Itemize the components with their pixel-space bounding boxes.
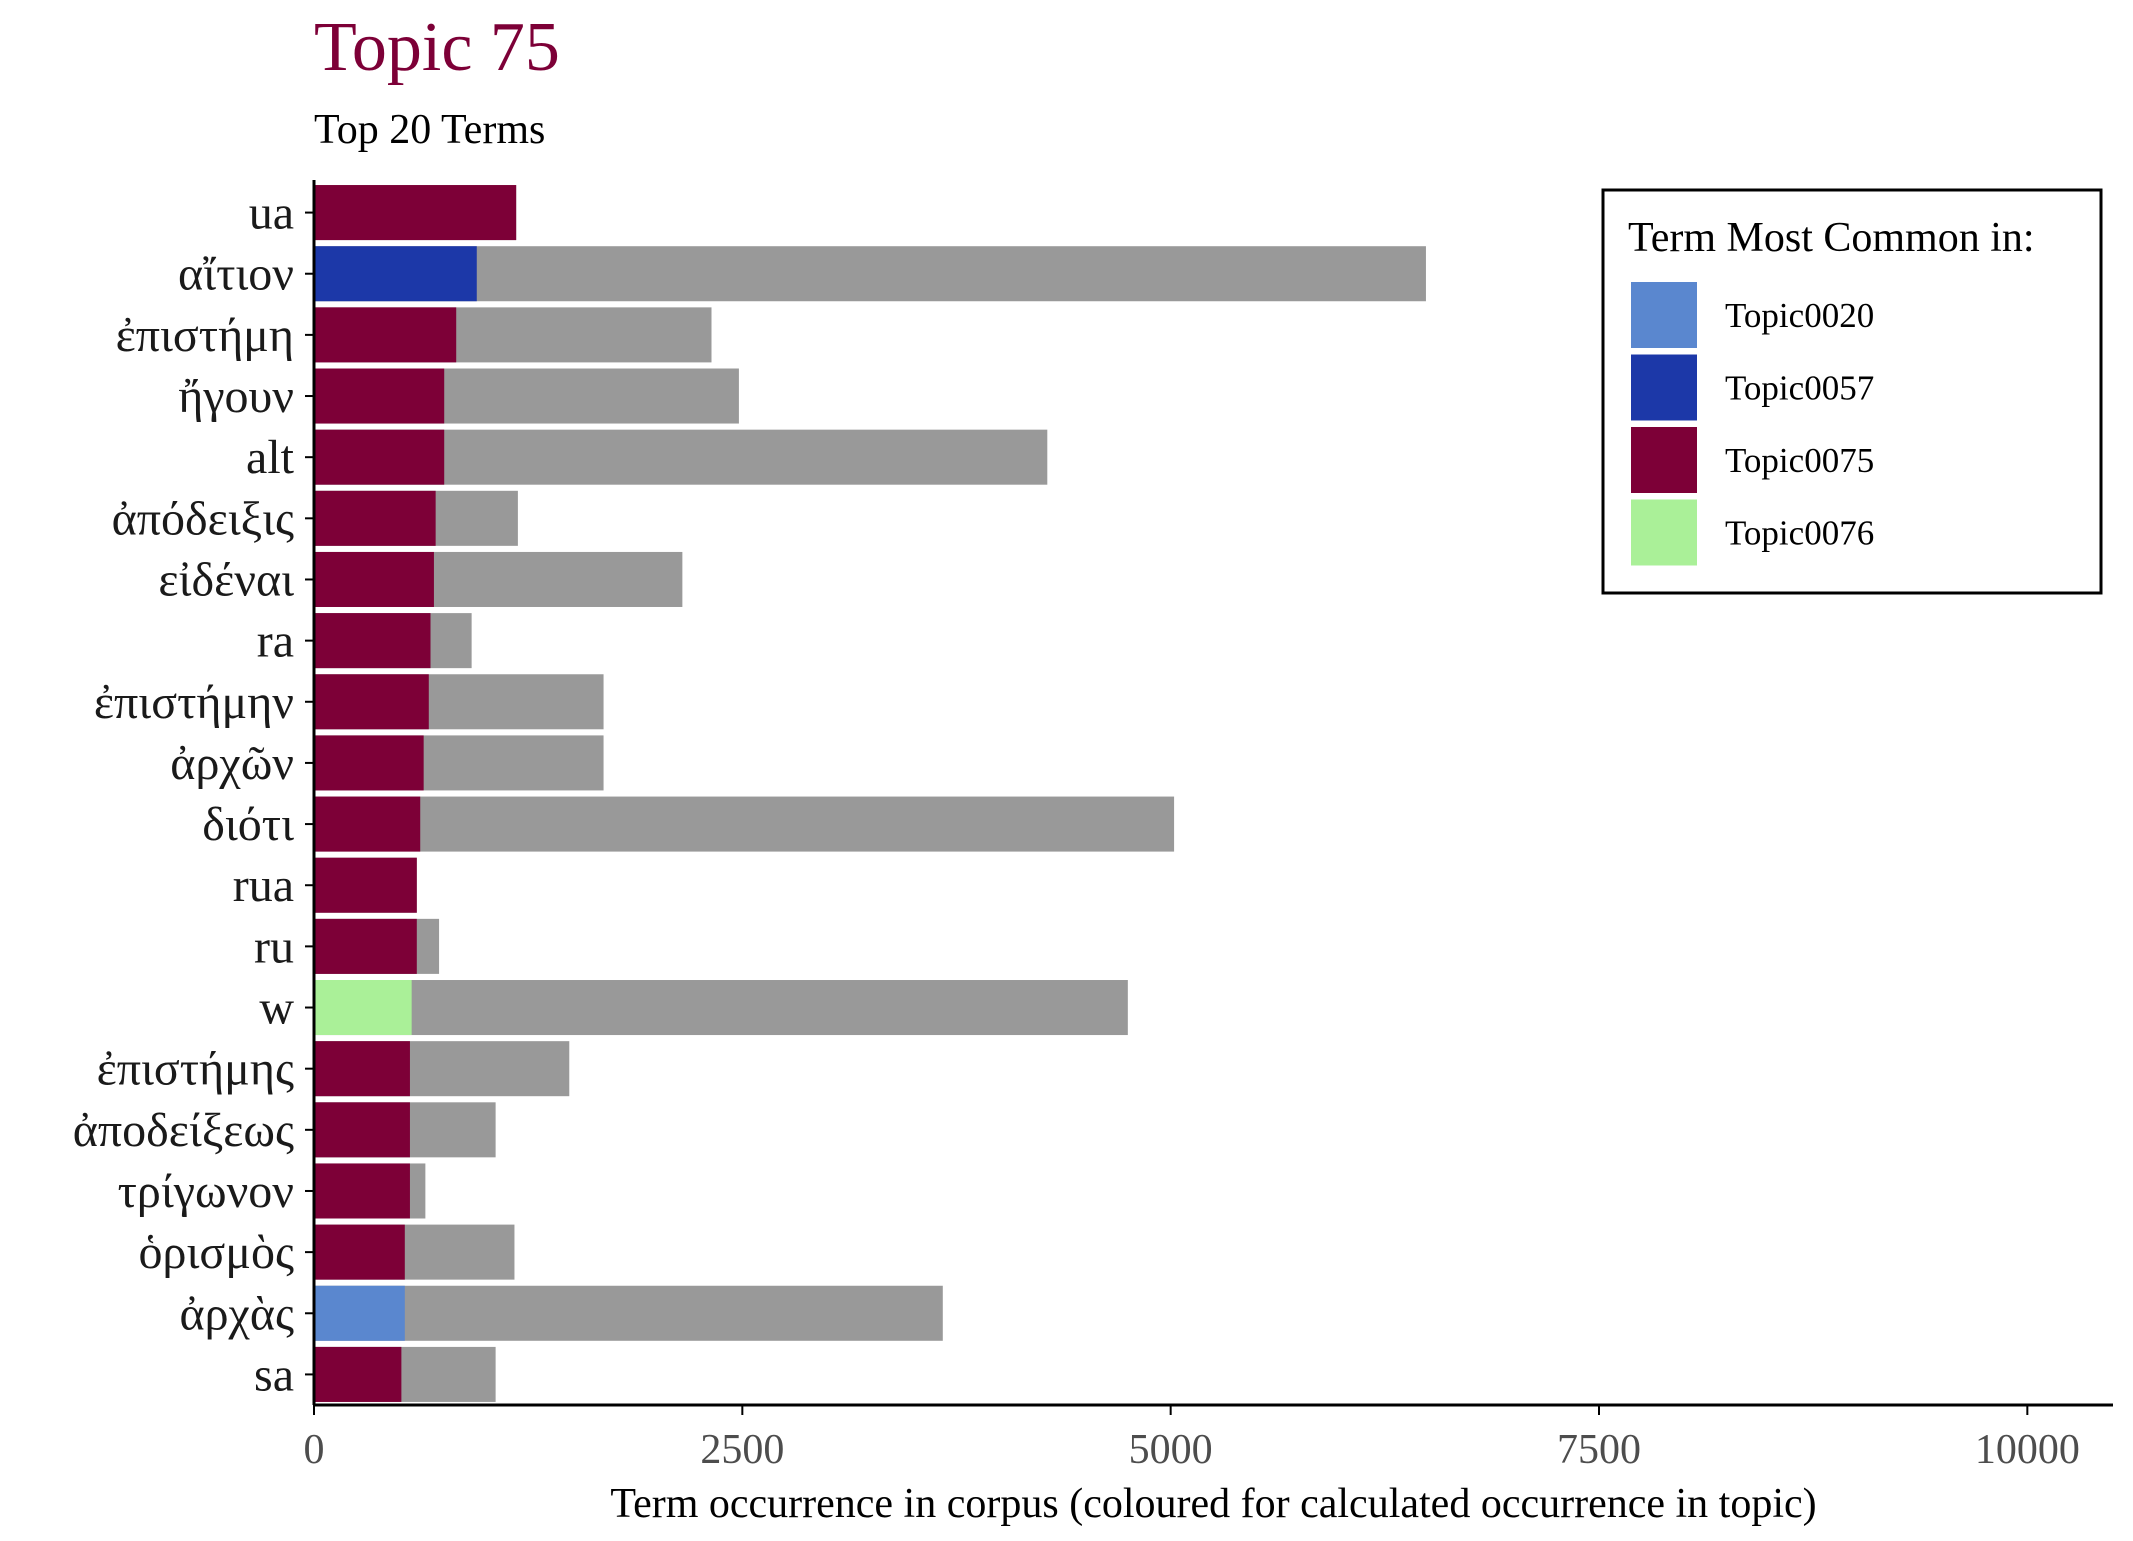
x-tick-label: 7500 xyxy=(1557,1427,1641,1473)
topic-bar xyxy=(314,735,424,791)
corpus-bar xyxy=(314,796,1175,852)
y-tick-label: rua xyxy=(233,859,294,912)
topic-bar xyxy=(314,918,417,974)
legend-label: Topic0057 xyxy=(1725,369,1874,408)
x-tick-label: 0 xyxy=(304,1427,325,1473)
x-axis-title: Term occurrence in corpus (coloured for … xyxy=(610,1481,1816,1527)
topic-bar xyxy=(314,980,412,1036)
topic-bar xyxy=(314,185,517,241)
topic-bar xyxy=(314,857,417,913)
x-tick-label: 5000 xyxy=(1129,1427,1213,1473)
topic-bar xyxy=(314,490,436,546)
y-tick-label: ἀπόδειξις xyxy=(112,492,294,545)
y-tick-label: ἀρχῶν xyxy=(170,737,294,790)
topic-bar xyxy=(314,551,434,607)
corpus-bar xyxy=(314,246,1426,302)
y-tick-label: ἐπιστήμη xyxy=(116,309,294,362)
x-tick-label: 2500 xyxy=(700,1427,784,1473)
y-tick-label: διότι xyxy=(202,798,294,851)
y-tick-label: ἐπιστήμης xyxy=(97,1043,294,1096)
y-tick-label: ἤγουν xyxy=(178,370,294,423)
y-tick-label: sa xyxy=(254,1348,294,1401)
topic-bar xyxy=(314,796,421,852)
y-tick-label: alt xyxy=(246,431,295,484)
legend-label: Topic0020 xyxy=(1725,296,1874,335)
y-tick-label: ὁρισμὸς xyxy=(139,1226,294,1279)
chart-title: Topic 75 xyxy=(314,9,560,86)
legend-key xyxy=(1631,354,1697,421)
topic-bar xyxy=(314,1163,410,1219)
y-tick-label: ἀρχὰς xyxy=(179,1287,294,1340)
topic-bar xyxy=(314,613,431,669)
corpus-bar xyxy=(314,1285,943,1341)
x-tick-label: 10000 xyxy=(1975,1427,2080,1473)
legend-key xyxy=(1631,282,1697,348)
legend-key xyxy=(1631,427,1697,493)
y-tick-label: ra xyxy=(257,615,294,668)
topic-bar xyxy=(314,368,445,424)
topic-bar xyxy=(314,429,445,485)
topic-bar xyxy=(314,1285,405,1341)
legend-label: Topic0075 xyxy=(1725,441,1874,480)
y-tick-label: αἴτιον xyxy=(178,248,294,301)
y-tick-label: ua xyxy=(249,187,294,240)
y-tick-label: ἐπιστήμην xyxy=(94,676,294,729)
legend-label: Topic0076 xyxy=(1725,514,1874,553)
legend-key xyxy=(1631,499,1697,566)
topic-bar xyxy=(314,1102,410,1158)
topic-bar xyxy=(314,246,477,302)
topic-bar xyxy=(314,674,429,730)
topic-bar xyxy=(314,1041,410,1097)
y-tick-label: ἀποδείξεως xyxy=(73,1104,294,1157)
topic-bar xyxy=(314,1346,402,1402)
plot-area: ua αἴτιον ἐπιστήμη ἤγουν alt ἀπόδειξις εἰδέναι… xyxy=(73,180,2113,1527)
topic-bar xyxy=(314,307,457,363)
legend: Term Most Common in: Topic0020 Topic0057 To… xyxy=(1601,188,2103,595)
legend-title: Term Most Common in: xyxy=(1628,215,2035,261)
topic-bar xyxy=(314,1224,405,1280)
y-tick-label: w xyxy=(259,982,294,1035)
chart-subtitle: Top 20 Terms xyxy=(314,107,545,153)
y-tick-label: εἰδέναι xyxy=(158,553,294,606)
y-tick-label: ru xyxy=(254,920,294,973)
y-tick-label: τρίγωνον xyxy=(118,1165,294,1218)
corpus-bar xyxy=(314,980,1128,1036)
